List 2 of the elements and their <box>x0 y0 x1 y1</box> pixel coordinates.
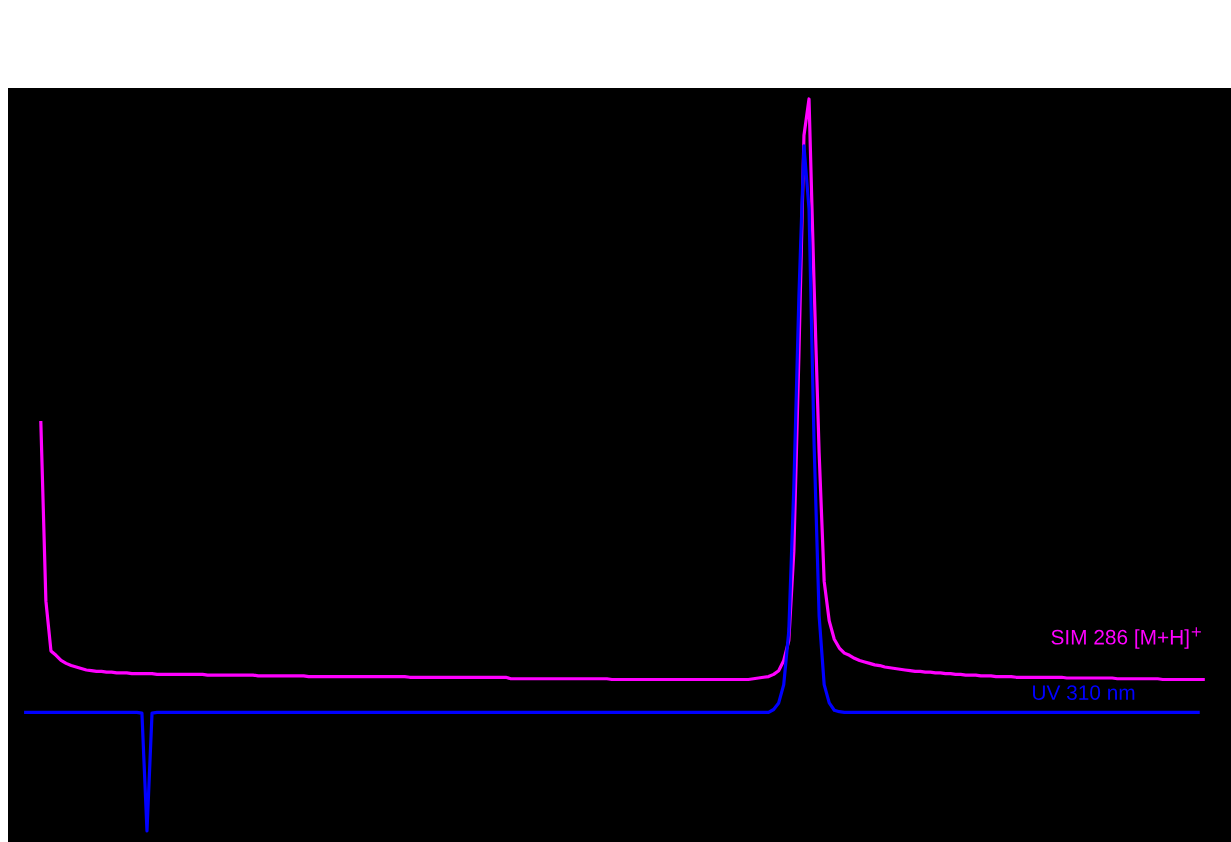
series-label: SIM 286 [M+H]$^{+}$ <box>1051 627 1201 649</box>
series-label: UV 310 nm <box>1033 685 1135 700</box>
